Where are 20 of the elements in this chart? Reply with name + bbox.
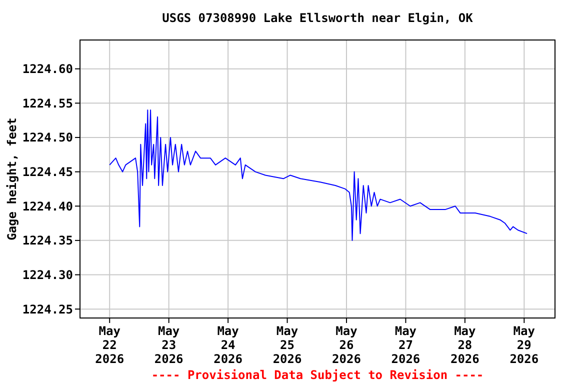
y-axis-title: Gage height, feet xyxy=(5,118,19,240)
y-tick-label: 1224.45 xyxy=(22,164,73,179)
y-tick-label: 1224.55 xyxy=(22,96,73,110)
x-tick-label: May 22 2026 xyxy=(95,324,124,366)
line-series xyxy=(109,110,528,241)
chart-title: USGS 07308990 Lake Ellsworth near Elgin, OK xyxy=(162,11,474,25)
y-tick-label: 1224.30 xyxy=(22,268,73,282)
y-tick-label: 1224.40 xyxy=(22,199,73,214)
y-tick-label: 1224.60 xyxy=(22,62,73,76)
text: ---- Provisional Data Subject to Revision ---- xyxy=(151,368,484,382)
x-tick-label: May 23 2026 xyxy=(154,324,184,366)
x-tick-label: May 29 2026 xyxy=(510,324,539,366)
x-tick-label: May 26 2026 xyxy=(332,324,361,366)
y-tick-label: 1224.50 xyxy=(22,130,73,145)
x-tick-label: May 28 2026 xyxy=(450,324,480,366)
x-tick-label: May 25 2026 xyxy=(272,324,302,366)
y-tick-label: 1224.25 xyxy=(22,302,73,316)
y-tick-label: 1224.35 xyxy=(22,234,73,248)
x-tick-label: May 27 2026 xyxy=(391,324,420,366)
x-tick-label: May 24 2026 xyxy=(214,324,243,366)
